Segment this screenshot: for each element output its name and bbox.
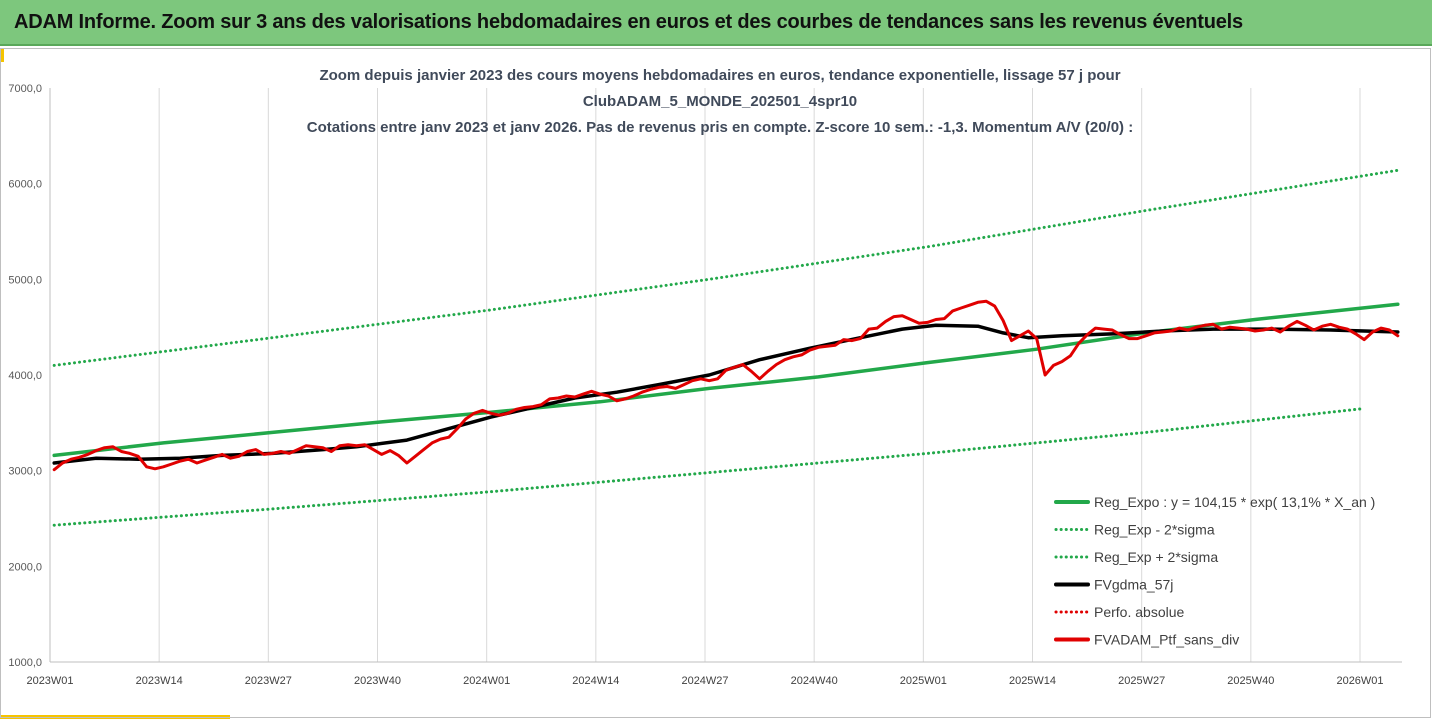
x-tick-label: 2023W27 (245, 675, 292, 687)
legend-label: Reg_Expo : y = 104,15 * exp( 13,1% * X_a… (1094, 494, 1375, 510)
x-tick-label: 2024W27 (681, 675, 728, 687)
y-tick-label: 1000,0 (8, 657, 42, 669)
x-tick-label: 2024W14 (572, 675, 619, 687)
series-lines (52, 168, 1400, 527)
chart-title-line-3: Cotations entre janv 2023 et janv 2026. … (307, 119, 1133, 136)
x-tick-label: 2023W01 (26, 675, 73, 687)
series-line (52, 407, 1366, 527)
x-tick-label: 2025W14 (1009, 675, 1056, 687)
legend-label: Reg_Exp - 2*sigma (1094, 522, 1215, 538)
axes (49, 88, 1402, 663)
x-tick-label: 2026W01 (1336, 675, 1383, 687)
x-tick-label: 2024W01 (463, 675, 510, 687)
yellow-accent-left (0, 48, 4, 62)
y-tick-label: 2000,0 (8, 561, 42, 573)
y-tick-label: 6000,0 (8, 179, 42, 191)
legend-label: FVADAM_Ptf_sans_div (1094, 632, 1239, 648)
chart-frame (0, 48, 1431, 718)
x-tick-label: 2024W40 (791, 675, 838, 687)
x-tick-label: 2023W14 (136, 675, 183, 687)
chart-title: Zoom depuis janvier 2023 des cours moyen… (307, 67, 1133, 136)
y-tick-label: 3000,0 (8, 466, 42, 478)
x-tick-label: 2025W01 (900, 675, 947, 687)
chart-title-line-1: Zoom depuis janvier 2023 des cours moyen… (319, 67, 1120, 84)
report-title: ADAM Informe. Zoom sur 3 ans des valoris… (14, 11, 1243, 33)
x-tick-label: 2025W40 (1227, 675, 1274, 687)
y-tick-labels: 1000,0 2000,0 3000,0 4000,0 5000,0 6000,0 7000… (8, 83, 42, 669)
legend-label: Reg_Exp + 2*sigma (1094, 549, 1218, 565)
legend: Reg_Expo : y = 104,15 * exp( 13,1% * X_a… (1054, 494, 1375, 648)
series-line (52, 299, 1400, 472)
series-line (52, 168, 1400, 367)
report-banner: ADAM Informe. Zoom sur 3 ans des valoris… (0, 0, 1432, 46)
legend-label: FVgdma_57j (1094, 577, 1173, 593)
x-tick-labels: 2023W01 2023W14 2023W27 2023W40 2024W01 2024W… (26, 675, 1383, 687)
legend-label: Perfo. absolue (1094, 604, 1184, 620)
y-tick-label: 5000,0 (8, 274, 42, 286)
chart-title-line-2: ClubADAM_5_MONDE_202501_4spr10 (583, 93, 857, 110)
y-tick-label: 7000,0 (8, 83, 42, 95)
x-tick-label: 2023W40 (354, 675, 401, 687)
y-tick-label: 4000,0 (8, 370, 42, 382)
x-tick-label: 2025W27 (1118, 675, 1165, 687)
series-line (52, 323, 1400, 465)
